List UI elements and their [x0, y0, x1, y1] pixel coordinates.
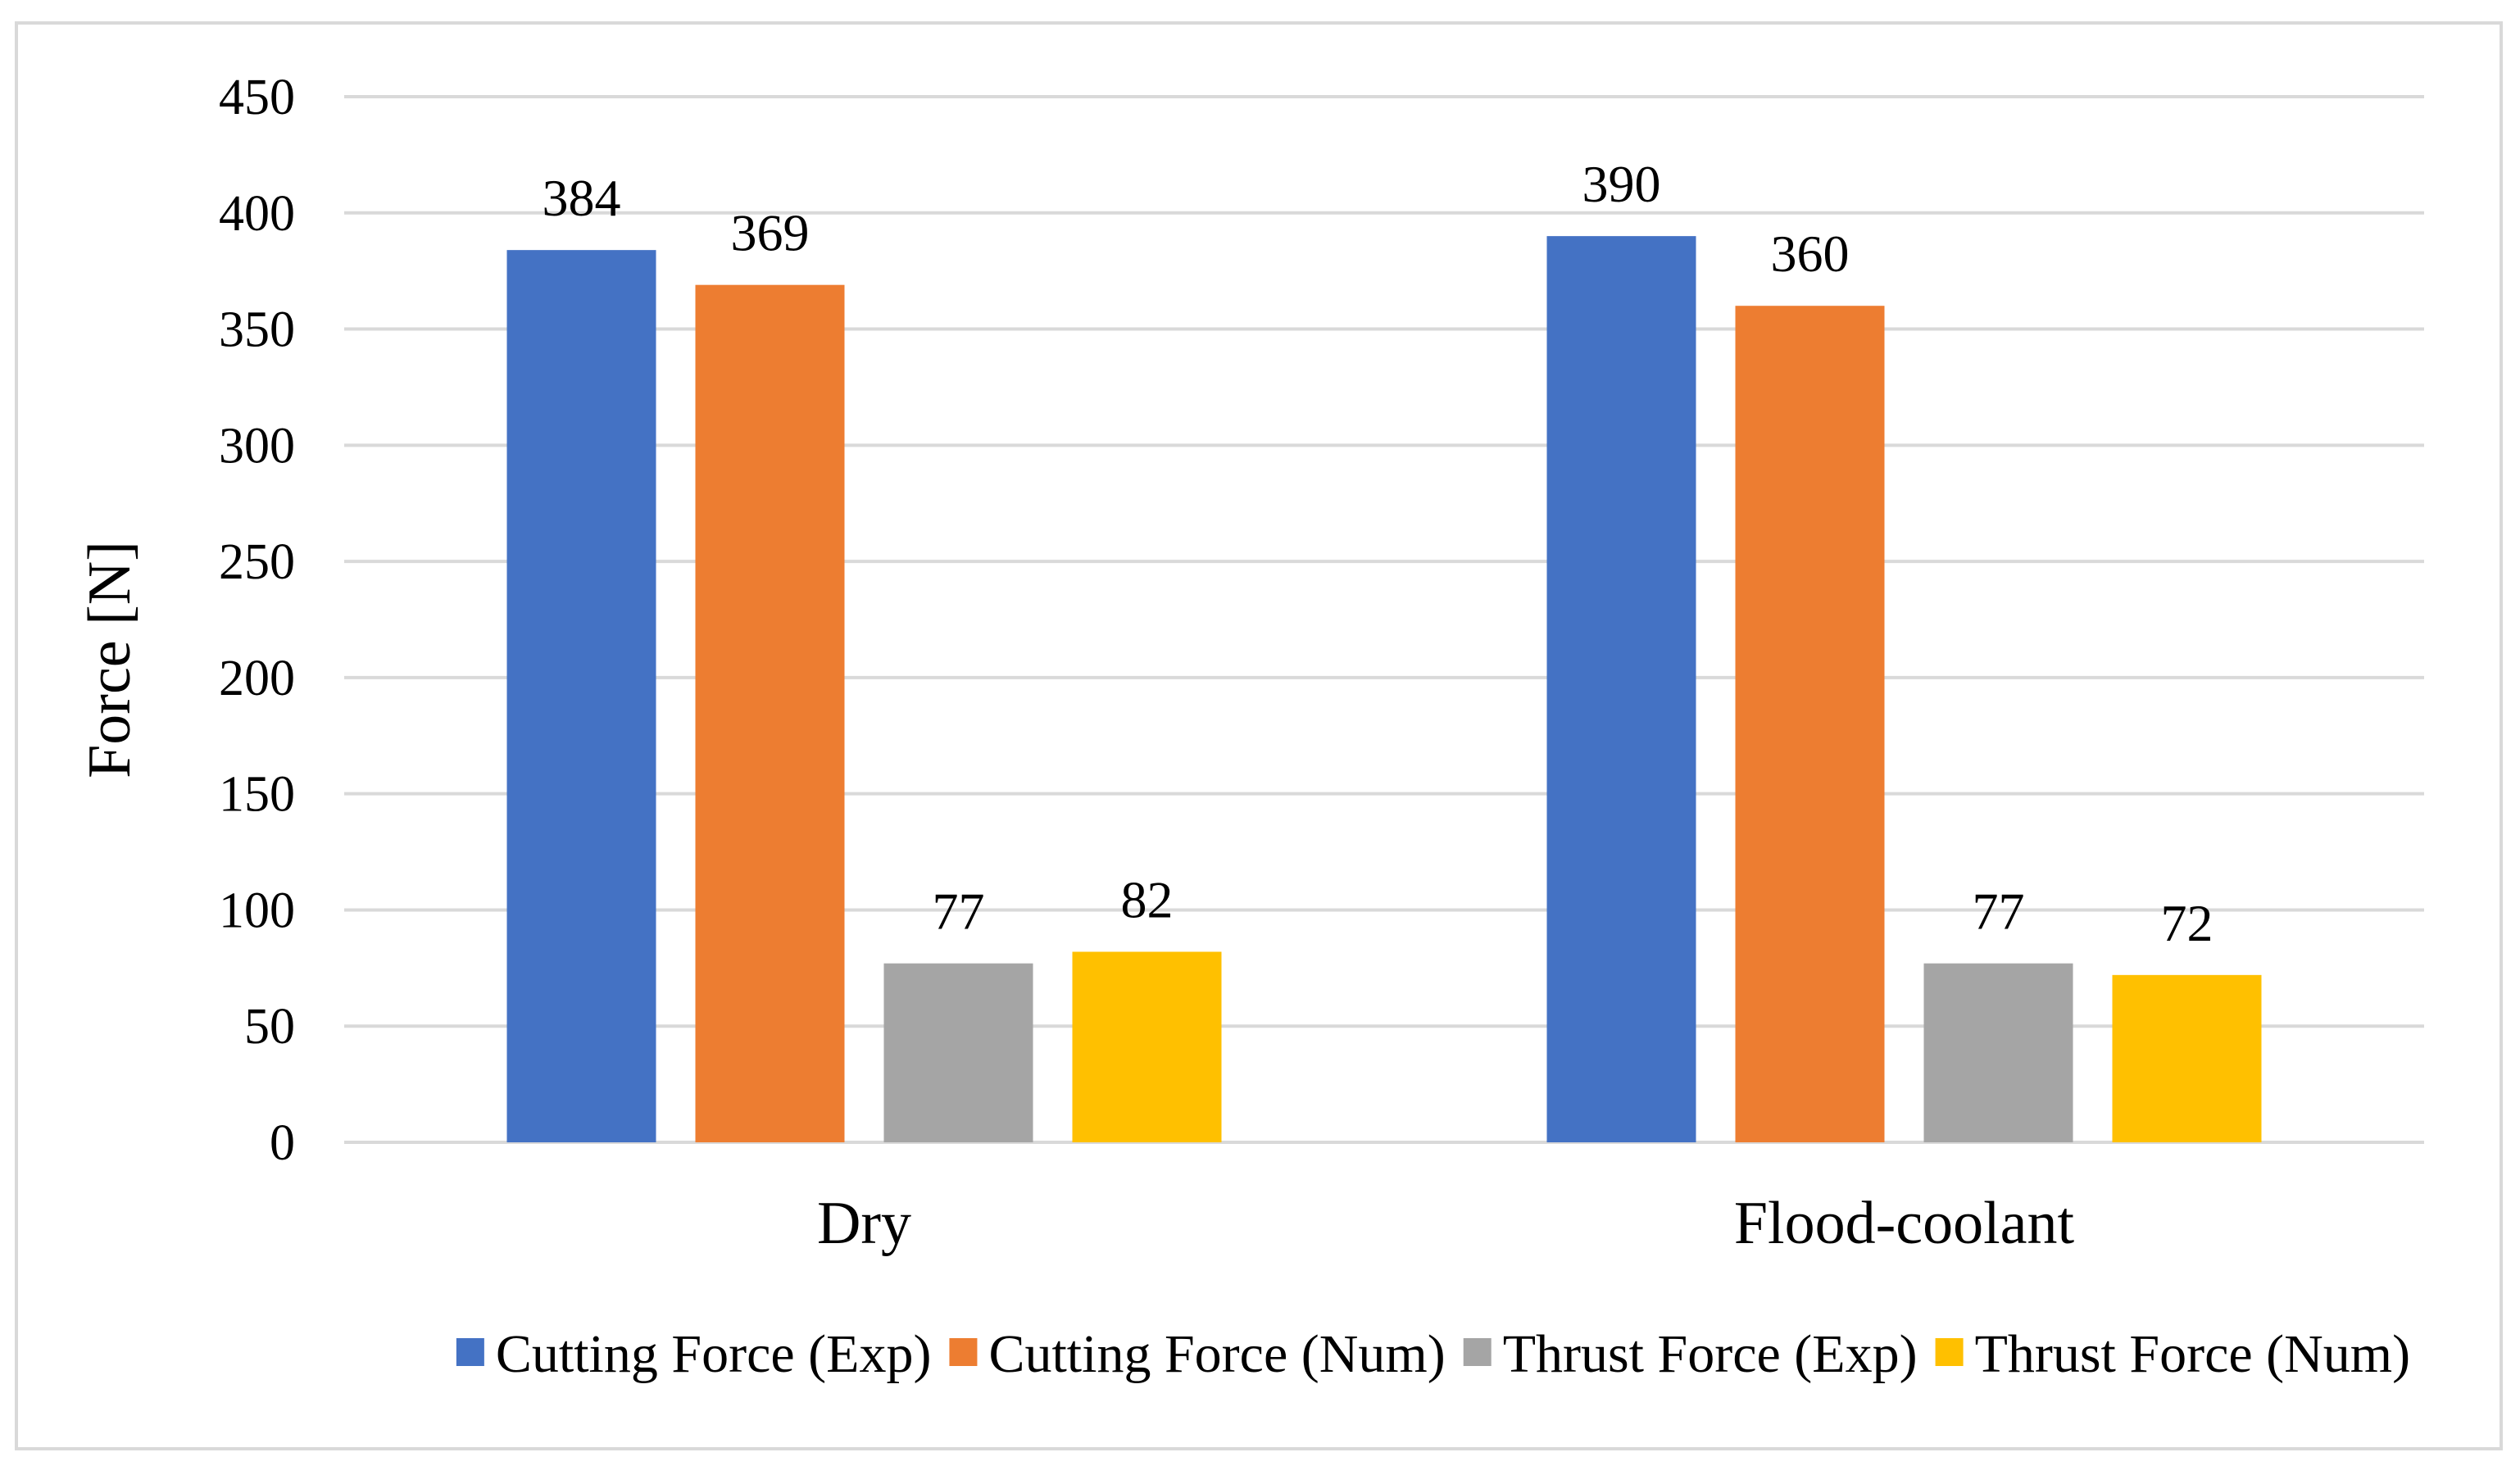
data-label: 77: [933, 883, 985, 941]
y-tick-label: 400: [219, 186, 295, 242]
y-tick-label: 50: [244, 999, 295, 1055]
data-label: 82: [1121, 870, 1174, 928]
legend-label: Cutting Force (Exp): [496, 1324, 932, 1384]
data-label: 77: [1973, 883, 2025, 941]
gridlines: [344, 95, 2424, 1144]
bar: [506, 250, 656, 1142]
y-tick-label: 450: [219, 70, 295, 125]
legend-item: Thrust Force (Exp): [1463, 1324, 1918, 1384]
bar: [1923, 963, 2073, 1142]
chart-frame: [15, 21, 2503, 1450]
data-label: 72: [2161, 894, 2214, 952]
legend-item: Thrust Force (Num): [1935, 1324, 2411, 1384]
y-tick-label: 200: [219, 651, 295, 706]
data-label: 384: [543, 169, 621, 227]
legend-item: Cutting Force (Exp): [456, 1324, 932, 1384]
data-label: 360: [1771, 225, 1850, 283]
y-tick-label: 0: [270, 1115, 295, 1171]
x-category-label: Flood-coolant: [1734, 1190, 2075, 1257]
bar: [1546, 236, 1696, 1143]
data-labels: 384 369 77 82 390 360 77 72: [543, 155, 2214, 952]
y-tick-label: 150: [219, 767, 295, 823]
y-tick-label: 350: [219, 302, 295, 358]
legend-label: Cutting Force (Num): [988, 1324, 1445, 1384]
data-label: 369: [731, 204, 810, 262]
bars: [506, 236, 2262, 1143]
bar: [883, 963, 1033, 1142]
legend-swatch: [949, 1338, 978, 1366]
legend-item: Cutting Force (Num): [949, 1324, 1446, 1384]
data-label: 390: [1582, 155, 1661, 213]
bar: [1735, 306, 1885, 1142]
legend-label: Thrust Force (Num): [1975, 1324, 2411, 1384]
legend-label: Thrust Force (Exp): [1503, 1324, 1918, 1384]
x-axis-categories: Dry Flood-coolant: [817, 1190, 2075, 1257]
legend-swatch: [1463, 1338, 1492, 1366]
bar: [2112, 974, 2262, 1142]
y-tick-label: 300: [219, 418, 295, 474]
legend: Cutting Force (Exp) Cutting Force (Num) Th…: [456, 1324, 2410, 1384]
y-axis-title: Force [N]: [76, 541, 143, 778]
bar: [1072, 951, 1222, 1142]
y-tick-label: 100: [219, 883, 295, 938]
legend-swatch: [1935, 1338, 1964, 1366]
legend-swatch: [456, 1338, 484, 1366]
bar: [695, 284, 845, 1143]
y-axis-ticks: 0 50 100 150 200 250 300 350 400 450: [219, 70, 295, 1171]
x-category-label: Dry: [817, 1190, 911, 1257]
y-tick-label: 250: [219, 534, 295, 590]
